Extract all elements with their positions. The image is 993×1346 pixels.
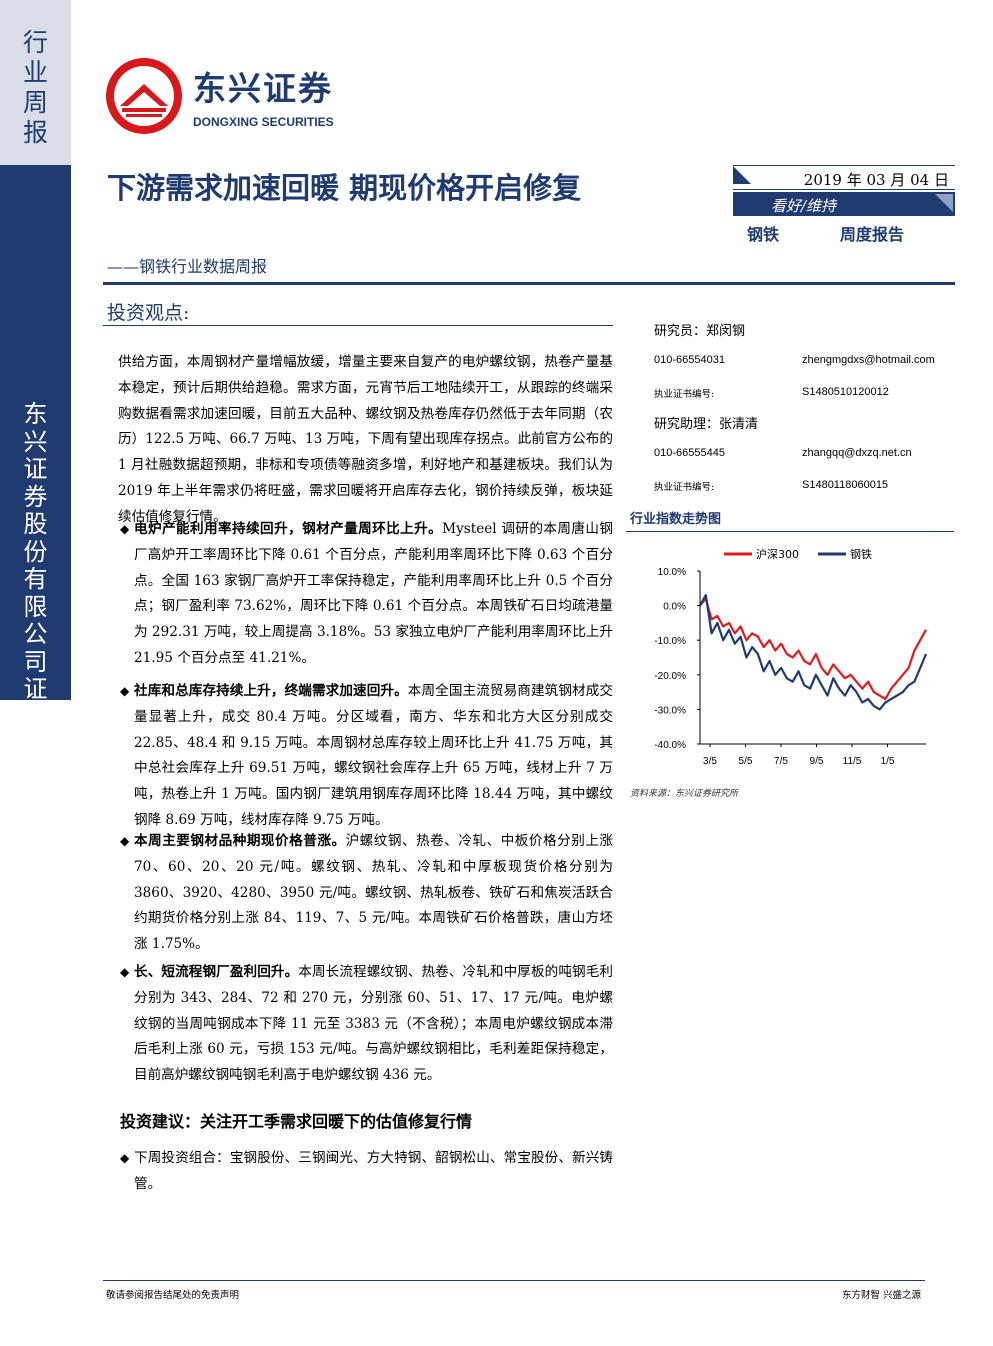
cert-label: 执业证书编号: <box>654 389 715 400</box>
rating-bar: 看好/维持 <box>733 192 955 216</box>
y-tick-label: -10.0% <box>654 636 686 647</box>
section-divider <box>103 325 613 326</box>
analyst-phone: 010-66554031 <box>654 354 725 366</box>
bullet-item: ◆ 社库和总库存持续上升，终端需求加速回升。本周全国主流贸易商建筑钢材成交量显著… <box>104 679 613 834</box>
report-title: 下游需求加速回暖 期现价格开启修复 <box>107 171 582 205</box>
bullet-diamond-icon: ◆ <box>120 684 130 698</box>
sidebar-top: 行业周报 <box>0 0 71 165</box>
bullet-item: ◆ 下周投资组合：宝钢股份、三钢闽光、方大特钢、韶钢松山、常宝股份、新兴铸管。 <box>104 1146 613 1198</box>
series-line-hs300 <box>699 597 927 701</box>
portfolio-text: 下周投资组合：宝钢股份、三钢闽光、方大特钢、韶钢松山、常宝股份、新兴铸管。 <box>134 1150 613 1192</box>
bullet-lead: 长、短流程钢厂盈利回升。 <box>134 964 299 980</box>
y-tick-label: 10.0% <box>658 567 686 578</box>
series-line-steel <box>699 594 928 711</box>
date-box: 2019 年 03 月 04 日 <box>733 165 955 190</box>
analyst-role: 研究助理：张清清 <box>654 417 759 432</box>
report-date: 2019 年 03 月 04 日 <box>803 171 949 189</box>
intro-paragraph: 供给方面，本周钢材产量增幅放缓，增量主要来自复产的电炉螺纹钢，热卷产量基本稳定，… <box>118 354 613 525</box>
x-tick-label: 3/5 <box>703 756 717 767</box>
corner-triangle-icon <box>733 166 751 184</box>
x-tick-label: 1/5 <box>881 756 895 767</box>
bullet-item: ◆ 本周主要钢材品种期现价格普涨。沪螺纹钢、热卷、冷轧、中板价格分别上涨 70、… <box>104 829 613 958</box>
bullet-lead: 本周主要钢材品种期现价格普涨。 <box>134 833 346 849</box>
analyst-phone: 010-66555445 <box>654 447 725 459</box>
y-tick-label: -30.0% <box>654 705 686 716</box>
report-type-label: 行业周报 <box>22 28 48 147</box>
rating-label: 看好/维持 <box>771 197 837 215</box>
header-divider <box>103 282 955 285</box>
bullet-diamond-icon: ◆ <box>120 1151 130 1165</box>
y-tick-label: -20.0% <box>654 671 686 682</box>
report-kind-label: 周度报告 <box>840 225 905 244</box>
disclaimer-note: 敬请参阅报告结尾处的免责声明 <box>106 1290 240 1301</box>
cert-number: S1480118060015 <box>802 479 889 491</box>
bullet-diamond-icon: ◆ <box>120 834 130 848</box>
company-label: 东兴证券股份有限公司证券研究报告 <box>23 400 48 841</box>
brand-name-cn: 东兴证券 <box>193 69 333 108</box>
report-subtitle: ——钢铁行业数据周报 <box>107 257 268 276</box>
cert-label: 执业证书编号: <box>654 482 715 493</box>
bullet-item: ◆ 长、短流程钢厂盈利回升。本周长流程螺纹钢、热卷、冷轧和中厚板的吨钢毛利分别为… <box>104 960 613 1089</box>
analyst-email[interactable]: zhangqq@dxzq.net.cn <box>802 447 912 459</box>
analyst-role: 研究员：郑闵钢 <box>654 324 746 339</box>
analyst-email[interactable]: zhengmgdxs@hotmail.com <box>802 354 935 366</box>
advice-title: 投资建议：关注开工季需求回暖下的估值修复行情 <box>120 1112 473 1131</box>
sidebar-main: 东兴证券股份有限公司证券研究报告 <box>0 165 71 840</box>
industry-label: 钢铁 <box>747 225 780 244</box>
x-tick-label: 5/5 <box>739 756 753 767</box>
bullet-lead: 社库和总库存持续上升，终端需求加速回升。 <box>134 683 408 699</box>
x-tick-label: 9/5 <box>810 756 824 767</box>
cert-number: S1480510120012 <box>802 386 889 398</box>
company-logo-icon <box>106 58 182 134</box>
chart-title: 行业指数走势图 <box>630 512 722 527</box>
bullet-text: 本周全国主流贸易商建筑钢材成交量显著上升，成交 80.4 万吨。分区域看，南方、… <box>134 683 614 828</box>
bullet-diamond-icon: ◆ <box>120 965 130 979</box>
chart-divider <box>626 531 954 532</box>
footer-slogan: 东方财智 兴盛之源 <box>841 1290 921 1301</box>
y-tick-label: 0.0% <box>663 602 686 613</box>
index-trend-chart: 10.0% 0.0% -10.0% -20.0% -30.0% -40.0% 3/5 5/5 7… <box>654 547 928 767</box>
brand-name-en: DONGXING SECURITIES <box>193 115 334 129</box>
x-tick-label: 7/5 <box>774 756 788 767</box>
bullet-diamond-icon: ◆ <box>120 522 130 536</box>
bullet-lead: 电炉产能利用率持续回升，钢材产量周环比上升。 <box>134 521 443 537</box>
legend-label: 沪深300 <box>756 547 799 561</box>
bullet-text: 沪螺纹钢、热卷、冷轧、中板价格分别上涨 70、60、20、20 元/吨。螺纹钢、… <box>134 833 614 953</box>
y-tick-label: -40.0% <box>654 740 686 751</box>
x-tick-label: 11/5 <box>843 756 862 767</box>
bullet-text: 本周长流程螺纹钢、热卷、冷轧和中厚板的吨钢毛利分别为 343、284、72 和 … <box>134 964 614 1084</box>
corner-triangle-icon <box>935 194 953 212</box>
bullet-text: Mysteel 调研的本周唐山钢厂高炉开工率周环比下降 0.61 个百分点，产能… <box>134 521 614 666</box>
legend-label: 钢铁 <box>850 548 872 561</box>
bullet-item: ◆ 电炉产能利用率持续回升，钢材产量周环比上升。Mysteel 调研的本周唐山钢… <box>104 517 613 672</box>
chart-source: 资料来源：东兴证券研究所 <box>630 789 739 799</box>
section-title: 投资观点: <box>107 302 190 324</box>
footer-divider <box>103 1280 925 1281</box>
